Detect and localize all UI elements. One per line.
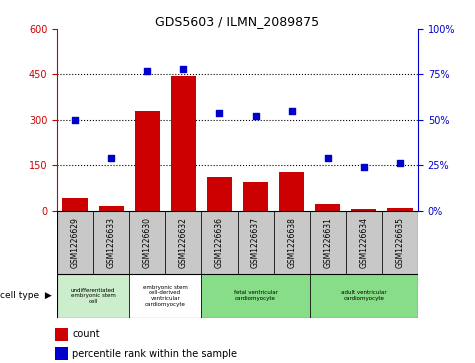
Bar [98,206,124,211]
Point [324,155,332,161]
Text: GSM1226632: GSM1226632 [179,217,188,268]
Text: GSM1226635: GSM1226635 [396,217,404,268]
Bar [382,211,418,274]
Point [216,110,223,115]
Bar [310,211,346,274]
Text: count: count [72,329,100,339]
Bar [165,211,201,274]
Bar [346,211,382,274]
Text: adult ventricular
cardiomyocyte: adult ventricular cardiomyocyte [341,290,387,301]
Bar [207,177,232,211]
Bar [93,211,129,274]
Bar [55,347,68,360]
Bar [201,211,238,274]
Text: percentile rank within the sample: percentile rank within the sample [72,349,237,359]
Bar [243,182,268,211]
Text: cell type  ▶: cell type ▶ [0,291,52,300]
Point [107,155,115,161]
Bar [55,328,68,341]
Bar [274,211,310,274]
Point [288,108,295,114]
Point [180,66,187,72]
Bar [279,172,304,211]
Point [396,160,404,166]
Bar [134,111,160,211]
Bar [62,199,88,211]
Bar [129,211,165,274]
Text: GSM1226629: GSM1226629 [71,217,79,268]
Point [252,113,259,119]
Bar [129,274,201,318]
Bar [57,274,129,318]
Text: GSM1226638: GSM1226638 [287,217,296,268]
Bar [238,211,274,274]
Title: GDS5603 / ILMN_2089875: GDS5603 / ILMN_2089875 [155,15,320,28]
Text: GSM1226637: GSM1226637 [251,217,260,268]
Text: GSM1226633: GSM1226633 [107,217,115,268]
Bar [57,211,93,274]
Text: GSM1226634: GSM1226634 [360,217,368,268]
Text: GSM1226630: GSM1226630 [143,217,152,268]
Text: GSM1226631: GSM1226631 [323,217,332,268]
Point [71,117,79,123]
Bar [310,274,418,318]
Text: fetal ventricular
cardiomyocyte: fetal ventricular cardiomyocyte [234,290,277,301]
Text: GSM1226636: GSM1226636 [215,217,224,268]
Bar [201,274,310,318]
Bar [387,208,413,211]
Point [360,164,368,170]
Point [143,68,151,74]
Bar [351,209,377,211]
Bar [315,204,341,211]
Text: embryonic stem
cell-derived
ventricular
cardiomyocyte: embryonic stem cell-derived ventricular … [143,285,188,307]
Bar [171,76,196,211]
Text: undifferentiated
embryonic stem
cell: undifferentiated embryonic stem cell [71,287,115,304]
